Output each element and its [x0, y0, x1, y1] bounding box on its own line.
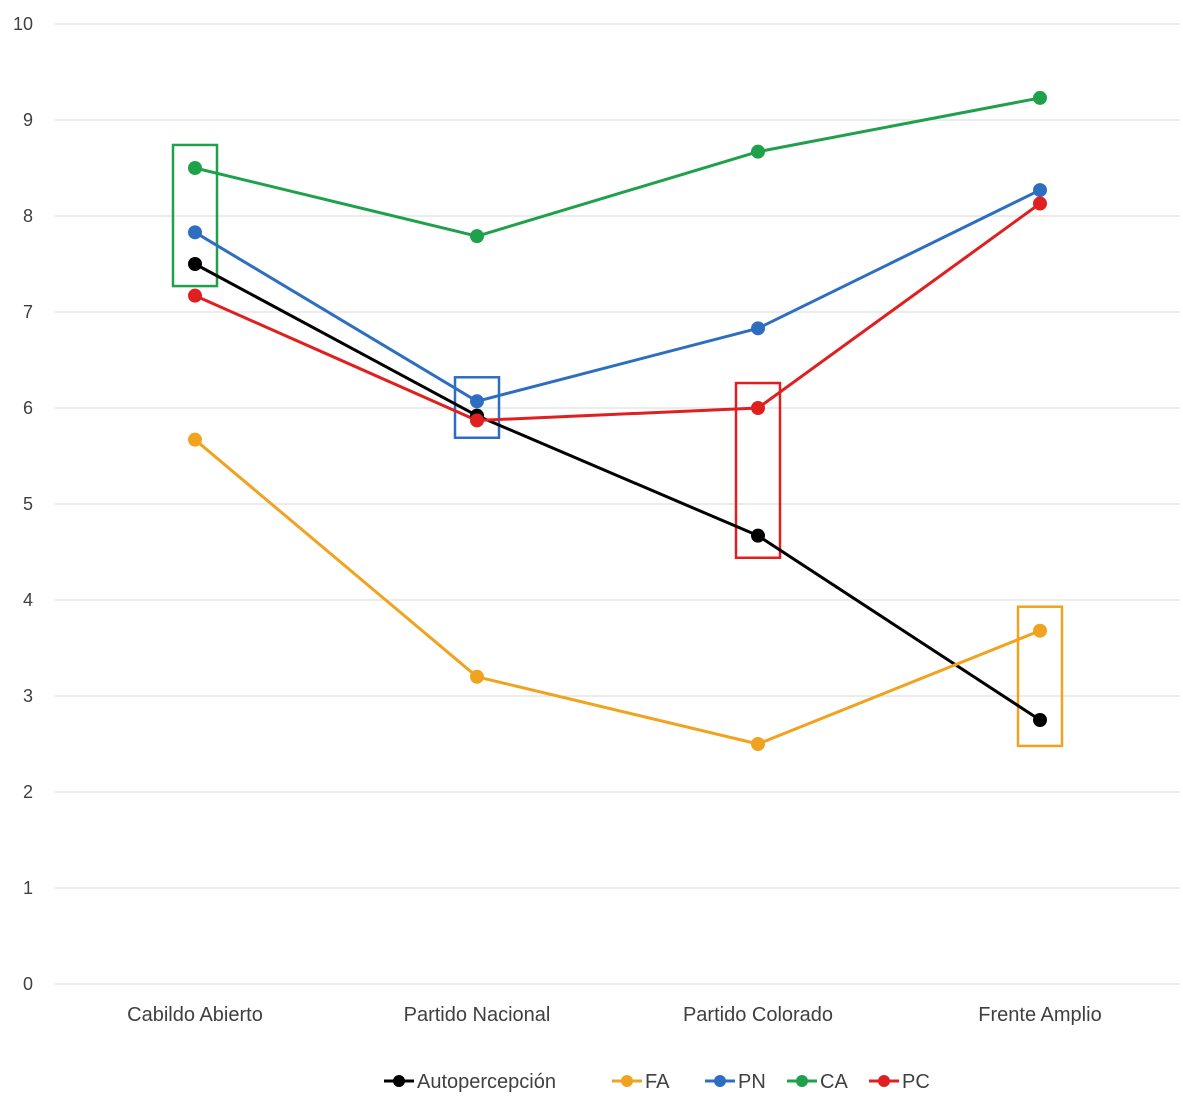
- legend-label: PC: [902, 1071, 930, 1093]
- legend-marker: [621, 1075, 633, 1087]
- y-axis-ticks: 0 1 2 3 4 5 6 7 8 9 10: [13, 14, 33, 994]
- data-point-autopercepcion: [751, 528, 765, 543]
- data-point-pn: [1033, 183, 1047, 198]
- series-line-fa: [193, 438, 1042, 746]
- x-category-label: Partido Nacional: [404, 1004, 551, 1026]
- x-category-label: Cabildo Abierto: [127, 1004, 263, 1026]
- y-tick-label: 4: [23, 590, 33, 610]
- y-tick-label: 9: [23, 110, 33, 130]
- series-line-pn: [193, 188, 1042, 403]
- y-tick-label: 0: [23, 974, 33, 994]
- series-line-autopercepcion: [193, 262, 1042, 722]
- y-tick-label: 5: [23, 494, 33, 514]
- data-point-pn: [470, 394, 484, 409]
- legend-label: FA: [645, 1071, 670, 1093]
- y-tick-label: 1: [23, 878, 33, 898]
- legend-item-pc: PC: [869, 1071, 930, 1093]
- legend-item-fa: FA: [612, 1071, 670, 1093]
- data-point-pc: [751, 401, 765, 415]
- x-category-label: Frente Amplio: [978, 1004, 1101, 1026]
- data-point-autopercepcion: [188, 257, 202, 271]
- data-point-pn: [188, 225, 202, 240]
- legend-item-autopercepcion: Autopercepción: [384, 1071, 556, 1093]
- highlight-box: [171, 143, 219, 288]
- data-point-ca: [751, 144, 765, 159]
- y-tick-label: 8: [23, 206, 33, 226]
- y-tick-label: 6: [23, 398, 33, 418]
- gridlines: [55, 23, 1180, 985]
- data-point-pc: [188, 288, 202, 303]
- data-point-pn: [751, 321, 765, 336]
- legend-marker: [878, 1075, 890, 1087]
- data-point-pc: [470, 413, 484, 428]
- highlight-box: [453, 376, 501, 440]
- legend: Autopercepción FA PN CA PC: [384, 1071, 930, 1093]
- data-point-autopercepcion: [1033, 713, 1047, 727]
- legend-label: Autopercepción: [417, 1071, 556, 1093]
- data-point-fa: [470, 669, 484, 684]
- highlight-box: [734, 381, 782, 560]
- legend-label: PN: [738, 1071, 766, 1093]
- highlight-boxes: [171, 143, 1064, 748]
- legend-marker: [393, 1075, 405, 1087]
- y-tick-label: 3: [23, 686, 33, 706]
- series-line-ca: [193, 96, 1042, 238]
- data-point-fa: [751, 737, 765, 751]
- data-point-pc: [1033, 196, 1047, 211]
- y-tick-label: 2: [23, 782, 33, 802]
- legend-marker: [796, 1075, 808, 1087]
- x-axis-categories: Cabildo Abierto Partido Nacional Partido C…: [127, 1004, 1102, 1026]
- highlight-box: [1016, 605, 1064, 748]
- legend-label: CA: [820, 1071, 848, 1093]
- legend-item-pn: PN: [705, 1071, 766, 1093]
- data-point-ca: [1033, 90, 1047, 105]
- legend-item-ca: CA: [787, 1071, 848, 1093]
- data-point-ca: [470, 229, 484, 244]
- data-point-fa: [1033, 623, 1047, 638]
- y-tick-label: 7: [23, 302, 33, 322]
- series-points: [188, 90, 1047, 751]
- y-tick-label: 10: [13, 14, 33, 34]
- x-category-label: Partido Colorado: [683, 1004, 833, 1026]
- series-lines: [193, 96, 1042, 746]
- series-line-pc: [193, 202, 1042, 422]
- data-point-ca: [188, 161, 202, 175]
- data-point-fa: [188, 432, 202, 447]
- legend-marker: [714, 1075, 726, 1087]
